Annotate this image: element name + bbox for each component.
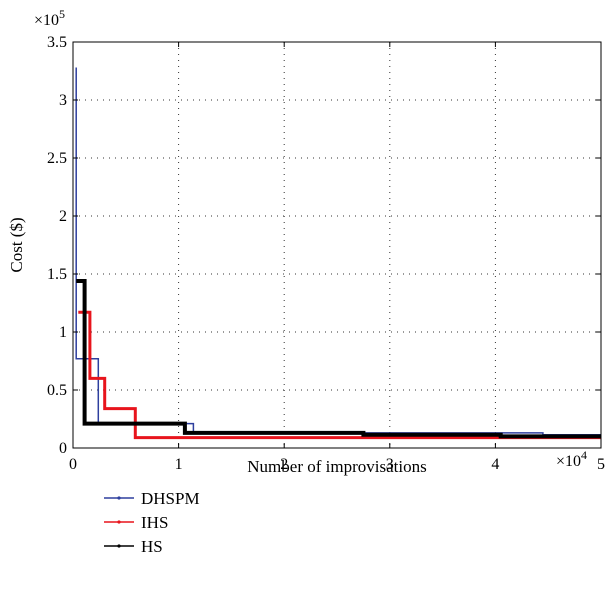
y-tick-label: 3	[59, 92, 67, 109]
series-line-hs	[76, 279, 601, 439]
series-lines	[75, 67, 601, 440]
x-axis-label: Number of improvisations	[247, 457, 426, 476]
legend-label-dhspm: DHSPM	[141, 489, 200, 508]
x-multiplier-label: ×104	[556, 448, 587, 470]
y-multiplier-label: ×105	[34, 7, 65, 29]
plot-frame	[72, 41, 602, 449]
legend-marker-dhspm	[117, 496, 121, 500]
y-tick-label: 1.5	[47, 266, 67, 283]
y-tick-label: 1	[59, 324, 67, 341]
x-tick-label: 1	[175, 456, 183, 473]
x-tick-label: 3	[386, 456, 394, 473]
series-line-dhspm	[75, 67, 601, 436]
x-tick-label: 4	[491, 456, 499, 473]
y-tick-label: 0	[59, 440, 67, 457]
legend-marker-ihs	[117, 520, 121, 524]
legend-label-ihs: IHS	[141, 513, 168, 532]
legend: DHSPM IHS HS	[104, 489, 200, 556]
y-tick-label: 0.5	[47, 382, 67, 399]
series-line-ihs	[78, 310, 601, 440]
x-tick-label: 5	[597, 456, 605, 473]
y-tick-label: 3.5	[47, 34, 67, 51]
y-tick-label: 2	[59, 208, 67, 225]
legend-marker-hs	[117, 544, 121, 548]
x-tick-label: 2	[280, 456, 288, 473]
y-tick-label: 2.5	[47, 150, 67, 167]
legend-label-hs: HS	[141, 537, 163, 556]
axis-ticks: 0 1 2 3 4 5 0 0.5 1 1.5 2 2.5 3 3.5	[47, 34, 605, 473]
grid-lines	[73, 42, 601, 448]
x-tick-label: 0	[69, 456, 77, 473]
y-axis-label: Cost ($)	[7, 217, 26, 272]
